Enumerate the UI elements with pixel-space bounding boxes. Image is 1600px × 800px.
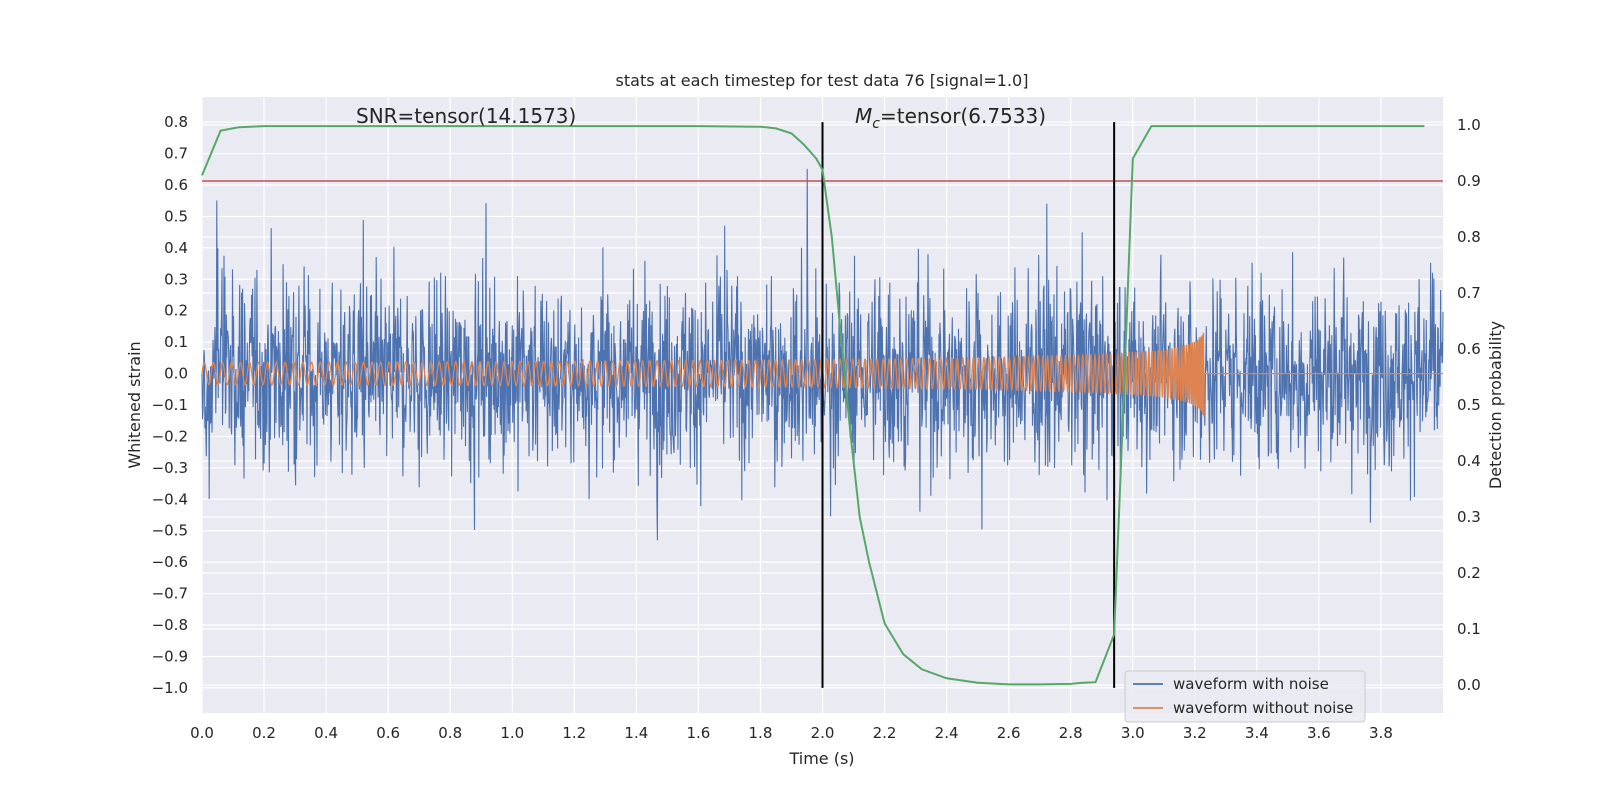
y-left-tick-label-15: −0.7 xyxy=(152,585,188,603)
y-left-tick-label-1: 0.7 xyxy=(164,145,188,163)
y-right-tick-label-0: 1.0 xyxy=(1457,116,1481,134)
y-left-tick-label-3: 0.5 xyxy=(164,207,188,225)
x-tick-label-6: 1.2 xyxy=(562,724,586,742)
x-tick-label-2: 0.4 xyxy=(314,724,338,742)
legend-label-clean: waveform without noise xyxy=(1173,699,1353,717)
y-axis-left-label: Whitened strain xyxy=(125,341,144,468)
legend-box xyxy=(1124,670,1366,723)
y-right-tick-label-8: 0.2 xyxy=(1457,564,1481,582)
y-left-tick-label-8: 0.0 xyxy=(164,365,188,383)
y-right-tick-labels: 1.0 0.9 0.8 0.7 0.6 0.5 0.4 0.3 0.2 0.1 0.0 xyxy=(1457,116,1481,694)
x-tick-label-8: 1.6 xyxy=(686,724,710,742)
y-right-tick-label-10: 0.0 xyxy=(1457,676,1481,694)
x-tick-label-10: 2.0 xyxy=(811,724,835,742)
y-left-tick-label-13: −0.5 xyxy=(152,522,188,540)
y-right-tick-label-7: 0.3 xyxy=(1457,508,1481,526)
y-left-tick-labels: 0.8 0.7 0.6 0.5 0.4 0.3 0.2 0.1 0.0 −0.1 −0.2 −0.3 −… xyxy=(152,113,188,697)
y-right-tick-label-4: 0.6 xyxy=(1457,340,1481,358)
x-tick-labels: 0.0 0.2 0.4 0.6 0.8 1.0 1.2 1.4 1.6 1.8 2.0 2.2 2.4 2… xyxy=(190,724,1393,742)
y-left-tick-label-2: 0.6 xyxy=(164,176,188,194)
x-tick-label-3: 0.6 xyxy=(376,724,400,742)
x-tick-label-15: 3.0 xyxy=(1121,724,1145,742)
x-tick-label-19: 3.8 xyxy=(1369,724,1393,742)
y-right-tick-label-2: 0.8 xyxy=(1457,228,1481,246)
x-tick-label-9: 1.8 xyxy=(749,724,773,742)
y-left-tick-label-0: 0.8 xyxy=(164,113,188,131)
chart-title: stats at each timestep for test data 76 … xyxy=(616,71,1029,90)
y-right-tick-label-3: 0.7 xyxy=(1457,284,1481,302)
y-left-tick-label-11: −0.3 xyxy=(152,459,188,477)
y-left-tick-label-4: 0.4 xyxy=(164,239,188,257)
y-right-tick-label-1: 0.9 xyxy=(1457,172,1481,190)
x-axis-label: Time (s) xyxy=(788,749,854,768)
y-left-tick-label-9: −0.1 xyxy=(152,396,188,414)
mc-symbol: M xyxy=(855,104,872,128)
y-left-tick-label-6: 0.2 xyxy=(164,302,188,320)
y-left-tick-label-16: −0.8 xyxy=(152,616,188,634)
series-detection-probability xyxy=(201,125,1425,686)
y-left-tick-label-17: −0.9 xyxy=(152,647,188,665)
x-tick-label-0: 0.0 xyxy=(190,724,214,742)
x-tick-label-7: 1.4 xyxy=(624,724,648,742)
x-tick-label-13: 2.6 xyxy=(997,724,1021,742)
plot-series xyxy=(201,122,1444,688)
y-left-tick-label-18: −1.0 xyxy=(152,679,188,697)
x-tick-label-12: 2.4 xyxy=(935,724,959,742)
x-tick-label-4: 0.8 xyxy=(438,724,462,742)
x-tick-label-16: 3.2 xyxy=(1183,724,1207,742)
y-axis-right-label: Detection probability xyxy=(1486,321,1505,489)
mc-subscript: c xyxy=(872,116,880,132)
mc-value: =tensor(6.7533) xyxy=(880,104,1046,128)
legend-label-noise: waveform with noise xyxy=(1173,675,1329,693)
x-tick-label-17: 3.4 xyxy=(1245,724,1269,742)
mc-annotation: Mc=tensor(6.7533) xyxy=(855,104,1046,132)
x-tick-label-11: 2.2 xyxy=(873,724,897,742)
legend: waveform with noise waveform without noi… xyxy=(1124,670,1366,723)
y-right-tick-label-5: 0.5 xyxy=(1457,396,1481,414)
y-right-tick-label-6: 0.4 xyxy=(1457,452,1481,470)
y-left-tick-label-7: 0.1 xyxy=(164,333,188,351)
x-tick-label-1: 0.2 xyxy=(252,724,276,742)
y-right-tick-label-9: 0.1 xyxy=(1457,620,1481,638)
snr-annotation: SNR=tensor(14.1573) xyxy=(356,104,576,128)
y-left-tick-label-14: −0.6 xyxy=(152,553,188,571)
y-left-tick-label-5: 0.3 xyxy=(164,270,188,288)
y-left-tick-label-10: −0.2 xyxy=(152,427,188,445)
y-left-tick-label-12: −0.4 xyxy=(152,490,188,508)
x-tick-label-14: 2.8 xyxy=(1059,724,1083,742)
x-tick-label-5: 1.0 xyxy=(500,724,524,742)
x-tick-label-18: 3.6 xyxy=(1307,724,1331,742)
